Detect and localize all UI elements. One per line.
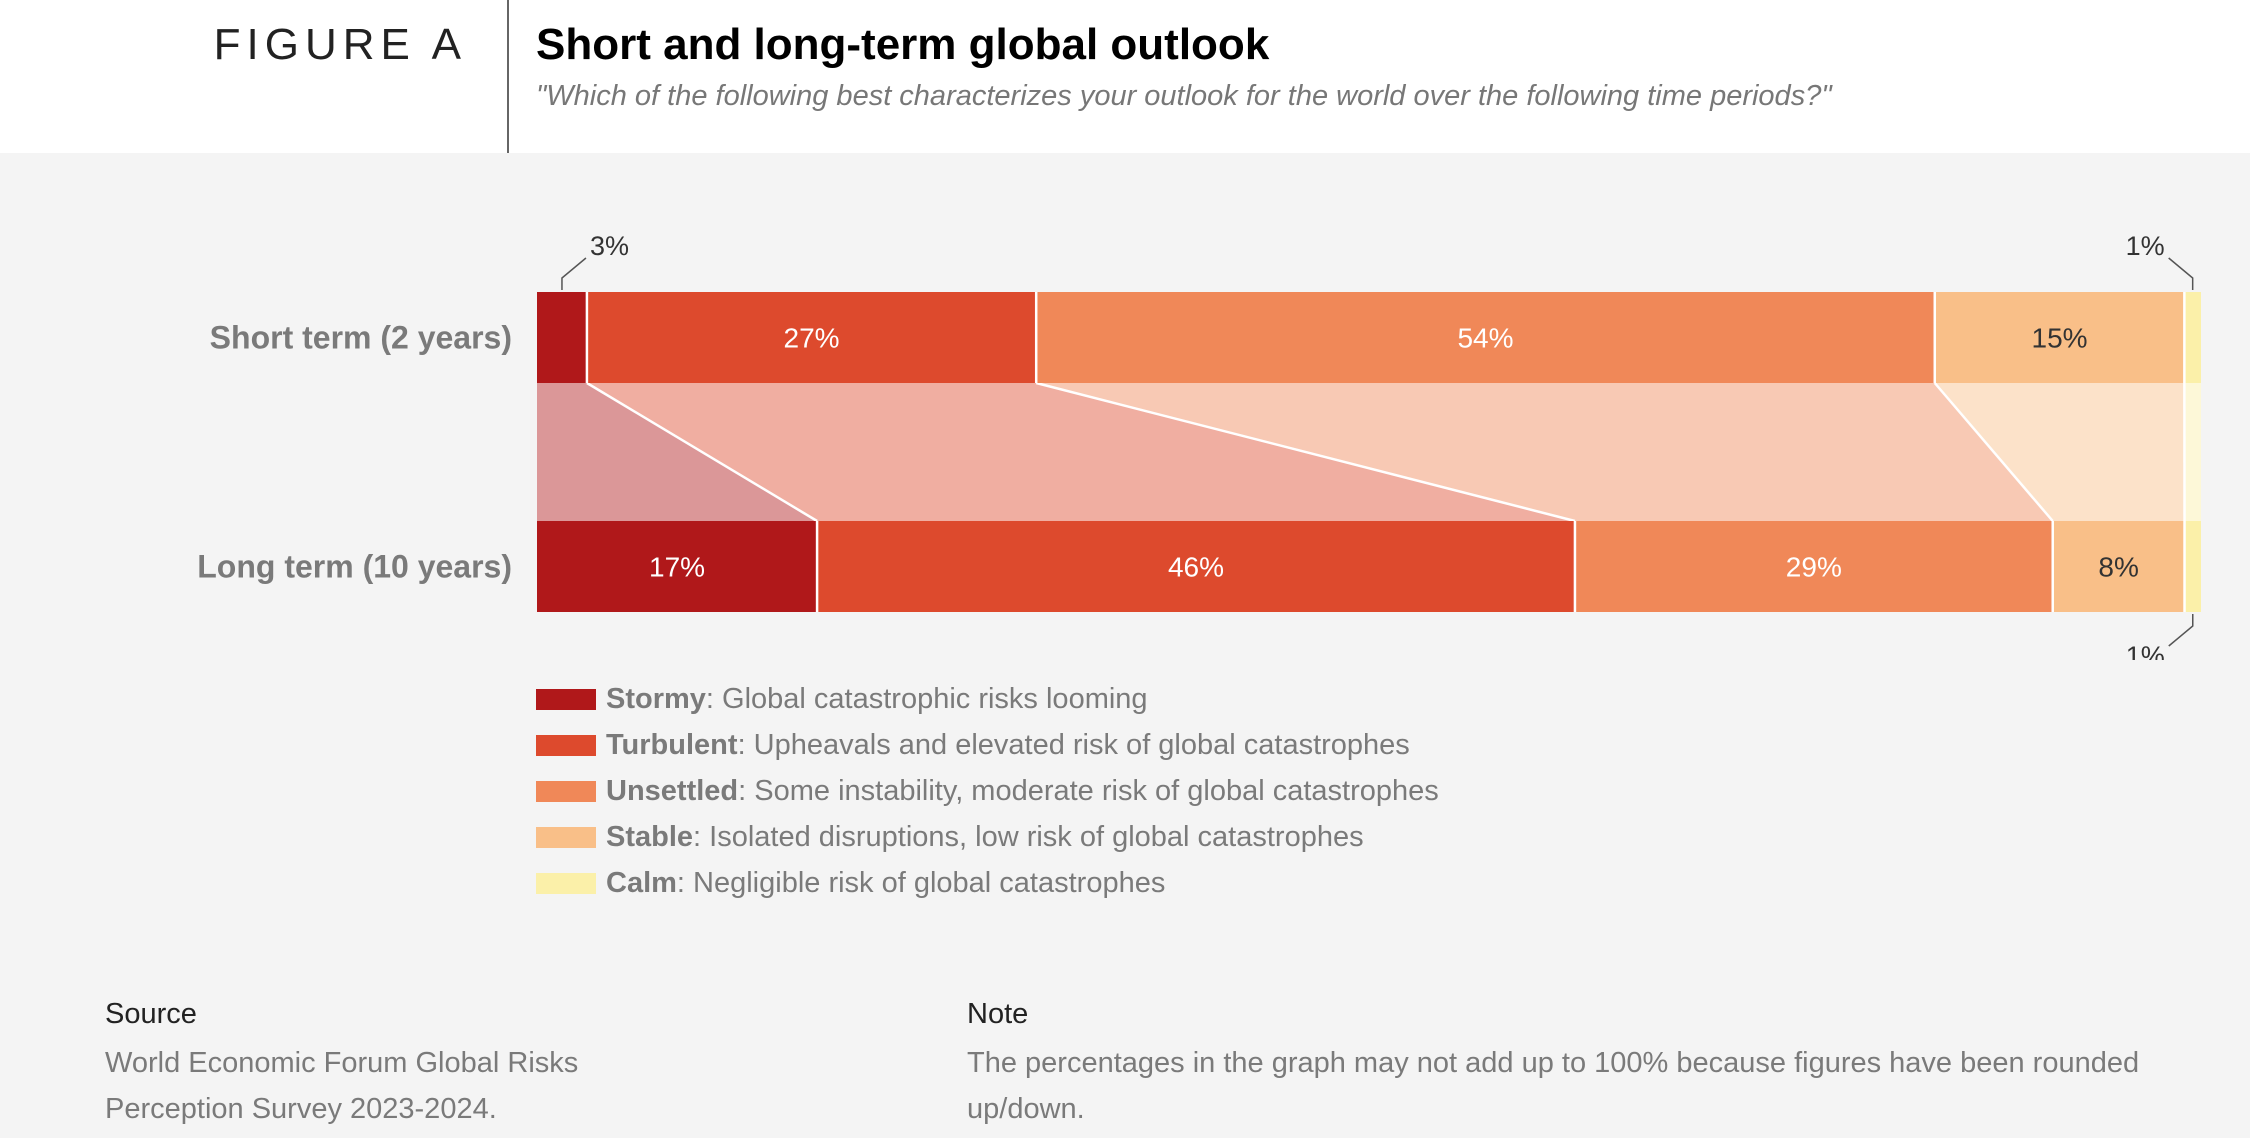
header: FIGURE A Short and long-term global outl… (0, 0, 2250, 153)
legend-name: Turbulent (606, 728, 738, 761)
figure-label: FIGURE A (213, 20, 467, 69)
legend-swatch (536, 872, 596, 894)
legend-item: Stable: Isolated disruptions, low risk o… (536, 814, 1439, 860)
header-divider (507, 0, 509, 153)
legend-description: : Upheavals and elevated risk of global … (737, 728, 1410, 761)
bar-stable-1 (1934, 292, 2185, 383)
bar-stormy-2 (537, 521, 818, 612)
connector-line (1035, 381, 1576, 523)
data-label: 3% (590, 231, 629, 261)
legend-item: Calm: Negligible risk of global catastro… (536, 860, 1439, 906)
bar-calm-2 (2184, 521, 2201, 612)
note-text: The percentages in the graph may not add… (967, 1047, 2140, 1125)
legend-swatch (536, 734, 596, 756)
legend-description: : Negligible risk of global catastrophes (676, 866, 1166, 899)
data-label: 54% (1457, 323, 1513, 354)
callout-line (561, 257, 587, 290)
data-label: 8% (2098, 552, 2138, 583)
legend: Stormy: Global catastrophic risks loomin… (536, 676, 1439, 906)
connector-band-calm (2184, 383, 2201, 521)
connector-line (586, 381, 818, 523)
bar-stable-2 (2052, 521, 2185, 612)
data-label: 27% (784, 323, 840, 354)
bar-calm-1 (2184, 292, 2201, 383)
connector-band-turbulent (586, 383, 1575, 521)
stacked-bar-chart: Short term (2 years) Long term (10 years)… (197, 231, 2201, 660)
connector-band-stormy (537, 383, 818, 521)
legend-name: Unsettled (606, 774, 739, 807)
category-label: Short term (2 years) (210, 320, 512, 356)
callout-line (2168, 257, 2194, 290)
connector-band-stable (1934, 383, 2185, 521)
data-label: 15% (2032, 323, 2088, 354)
data-label: 29% (1786, 552, 1842, 583)
legend-name: Calm (606, 866, 677, 899)
legend-item: Unsettled: Some instability, moderate ri… (536, 768, 1439, 814)
chart-title: Short and long-term global outlook (536, 20, 1270, 69)
legend-swatch (536, 780, 596, 802)
connector-line (1933, 382, 2054, 522)
connector-band-unsettled (1036, 383, 2053, 521)
category-label: Long term (10 years) (197, 549, 512, 585)
data-label: 1% (2126, 641, 2165, 660)
chart-subtitle: "Which of the following best characteriz… (536, 80, 1832, 112)
data-label: 1% (2126, 231, 2165, 261)
callout-line (2168, 614, 2194, 647)
legend-name: Stormy (606, 682, 706, 715)
bar-unsettled-2 (1574, 521, 2053, 612)
bar-turbulent-1 (586, 292, 1037, 383)
data-label: 17% (649, 552, 705, 583)
legend-item: Stormy: Global catastrophic risks loomin… (536, 676, 1439, 722)
legend-swatch (536, 826, 596, 848)
legend-swatch (536, 688, 596, 710)
bar-turbulent-2 (817, 521, 1575, 612)
source-heading: Source (105, 998, 197, 1030)
legend-item: Turbulent: Upheavals and elevated risk o… (536, 722, 1439, 768)
bar-unsettled-1 (1036, 292, 1935, 383)
source-text: World Economic Forum Global Risks Percep… (105, 1047, 579, 1125)
bar-stormy-1 (537, 292, 587, 383)
legend-name: Stable (606, 820, 694, 853)
data-label: 46% (1168, 552, 1224, 583)
legend-description: : Global catastrophic risks looming (705, 682, 1148, 715)
legend-description: : Some instability, moderate risk of glo… (738, 774, 1439, 807)
note-heading: Note (967, 998, 1029, 1030)
legend-description: : Isolated disruptions, low risk of glob… (693, 820, 1364, 853)
